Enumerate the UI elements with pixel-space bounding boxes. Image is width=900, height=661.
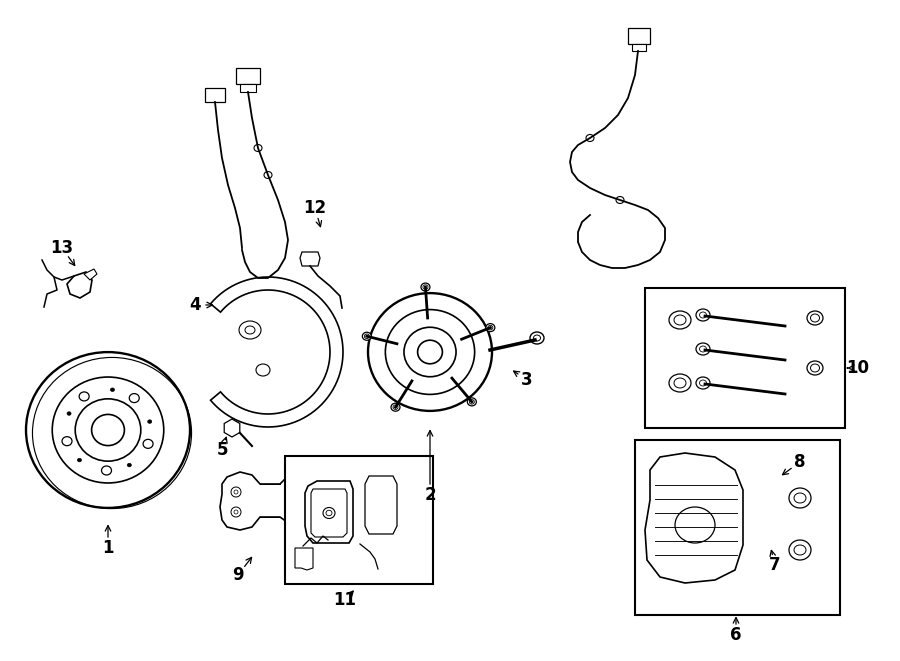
Ellipse shape: [421, 283, 430, 291]
Text: 9: 9: [232, 566, 244, 584]
Ellipse shape: [669, 374, 691, 392]
Polygon shape: [211, 277, 343, 427]
Ellipse shape: [616, 196, 624, 204]
Polygon shape: [295, 548, 313, 570]
Bar: [645, 288, 845, 428]
Polygon shape: [311, 489, 347, 537]
Ellipse shape: [696, 377, 710, 389]
Bar: [285, 456, 433, 584]
Bar: [635, 440, 840, 615]
Ellipse shape: [669, 311, 691, 329]
Ellipse shape: [363, 332, 372, 340]
Ellipse shape: [404, 327, 456, 377]
Ellipse shape: [127, 463, 131, 467]
Ellipse shape: [807, 361, 823, 375]
Text: 2: 2: [424, 486, 436, 504]
Ellipse shape: [256, 364, 270, 376]
Text: 10: 10: [847, 359, 869, 377]
Text: 7: 7: [770, 556, 781, 574]
Ellipse shape: [486, 324, 495, 332]
Ellipse shape: [385, 309, 474, 395]
Ellipse shape: [807, 311, 823, 325]
Text: 12: 12: [303, 199, 327, 217]
Polygon shape: [67, 272, 92, 298]
Circle shape: [231, 487, 241, 497]
Ellipse shape: [264, 171, 272, 178]
Ellipse shape: [77, 458, 82, 462]
Text: 5: 5: [216, 441, 228, 459]
Text: 1: 1: [103, 539, 113, 557]
Ellipse shape: [586, 134, 594, 141]
Polygon shape: [645, 453, 743, 583]
Polygon shape: [224, 419, 239, 437]
Bar: [628, 28, 650, 44]
Ellipse shape: [67, 412, 71, 415]
Polygon shape: [305, 481, 353, 543]
Ellipse shape: [467, 398, 476, 406]
Ellipse shape: [530, 332, 544, 344]
Bar: [240, 84, 256, 92]
Text: 4: 4: [189, 296, 201, 314]
Ellipse shape: [239, 321, 261, 339]
Polygon shape: [84, 269, 97, 280]
Polygon shape: [300, 252, 320, 266]
Text: 13: 13: [50, 239, 74, 257]
Polygon shape: [365, 476, 397, 534]
Bar: [236, 68, 260, 84]
Text: 11: 11: [334, 591, 356, 609]
Bar: [205, 88, 225, 102]
Bar: [632, 44, 646, 51]
Ellipse shape: [368, 293, 492, 411]
Ellipse shape: [254, 145, 262, 151]
Text: 3: 3: [521, 371, 533, 389]
Ellipse shape: [696, 309, 710, 321]
Ellipse shape: [675, 507, 715, 543]
Ellipse shape: [323, 508, 335, 518]
Ellipse shape: [789, 488, 811, 508]
Text: 6: 6: [730, 626, 742, 644]
Ellipse shape: [696, 343, 710, 355]
Ellipse shape: [789, 540, 811, 560]
Ellipse shape: [111, 388, 114, 391]
Polygon shape: [220, 472, 304, 530]
Circle shape: [231, 507, 241, 517]
Text: 8: 8: [794, 453, 806, 471]
Ellipse shape: [391, 403, 400, 411]
Ellipse shape: [148, 420, 152, 423]
